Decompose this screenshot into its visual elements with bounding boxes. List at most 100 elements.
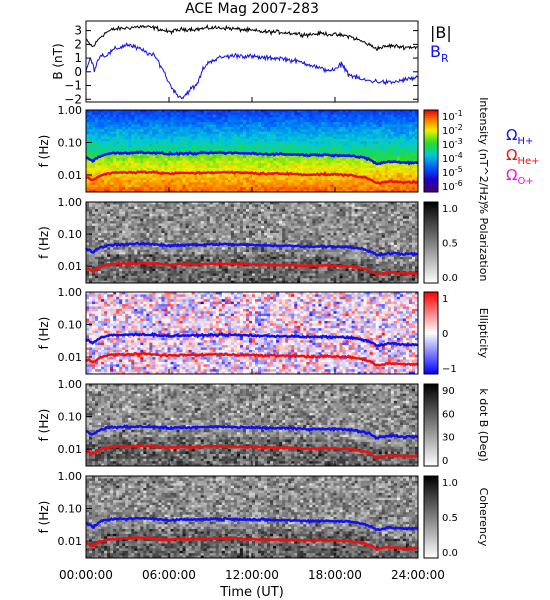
heatmap-cell: [230, 124, 235, 128]
heatmap-cell: [369, 160, 374, 164]
heatmap-cell: [282, 117, 286, 121]
heatmap-cell: [125, 184, 129, 188]
heatmap-cell: [86, 228, 90, 231]
heatmap-cell: [270, 184, 274, 188]
heatmap-cell: [98, 151, 102, 154]
heatmap-cell: [182, 187, 186, 190]
heatmap-cell: [137, 138, 141, 142]
heatmap-cell: [182, 278, 186, 282]
heatmap-cell: [155, 204, 159, 208]
heatmap-cell: [218, 189, 223, 193]
heatmap-cell: [345, 112, 349, 116]
heatmap-cell: [324, 126, 328, 130]
heatmap-cell: [261, 138, 265, 142]
heatmap-cell: [279, 160, 283, 164]
heatmap-cell: [158, 278, 162, 282]
heatmap-cell: [411, 131, 416, 135]
heatmap-cell: [188, 182, 193, 186]
heatmap-cell: [360, 179, 365, 183]
heatmap-cell: [143, 119, 147, 123]
heatmap-cell: [381, 134, 386, 137]
heatmap-cell: [378, 189, 383, 193]
heatmap-cell: [173, 235, 177, 239]
heatmap-cell: [113, 211, 117, 215]
heatmap-cell: [137, 218, 141, 222]
heatmap-cell: [89, 187, 93, 190]
heatmap-cell: [155, 126, 159, 130]
heatmap-cell: [306, 155, 310, 159]
heatmap-cell: [393, 119, 398, 123]
heatmap-cell: [396, 122, 401, 125]
heatmap-cell: [179, 160, 183, 164]
heatmap-cell: [173, 213, 177, 217]
heatmap-cell: [245, 172, 250, 176]
heatmap-cell: [149, 273, 153, 277]
heatmap-cell: [173, 237, 177, 241]
heatmap-cell: [414, 126, 419, 130]
heatmap-cell: [173, 151, 177, 154]
heatmap-cell: [215, 175, 220, 178]
heatmap-cell: [197, 119, 202, 123]
heatmap-cell: [399, 136, 404, 140]
heatmap-cell: [248, 177, 253, 181]
heatmap-cell: [330, 112, 334, 116]
colorbar-tick-label: 10-2: [442, 123, 463, 137]
heatmap-cell: [393, 124, 398, 128]
heatmap-cell: [248, 182, 253, 186]
heatmap-cell: [209, 148, 214, 152]
heatmap-cell: [345, 117, 349, 121]
heatmap-cell: [390, 167, 395, 171]
heatmap-cell: [330, 165, 334, 169]
heatmap-cell: [125, 136, 129, 140]
heatmap-cell: [197, 122, 202, 125]
heatmap-cell: [303, 114, 307, 118]
heatmap-cell: [200, 177, 205, 181]
heatmap-cell: [170, 223, 174, 227]
heatmap-cell: [366, 189, 371, 193]
heatmap-cell: [203, 184, 208, 188]
heatmap-cell: [89, 266, 93, 270]
heatmap-cell: [164, 141, 168, 145]
heatmap-cell: [152, 235, 156, 239]
heatmap-cell: [155, 218, 159, 222]
heatmap-cell: [152, 202, 156, 205]
heatmap-cell: [95, 244, 99, 248]
heatmap-cell: [152, 216, 156, 220]
heatmap-cell: [354, 167, 359, 171]
heatmap-cell: [248, 124, 253, 128]
heatmap-cell: [279, 124, 283, 128]
heatmap-cell: [125, 273, 129, 277]
heatmap-cell: [137, 146, 141, 149]
heatmap-cell: [267, 179, 271, 183]
heatmap-cell: [315, 189, 319, 193]
heatmap-cell: [197, 129, 202, 133]
heatmap-cell: [405, 151, 410, 154]
heatmap-cell: [191, 170, 196, 174]
heatmap-cell: [224, 184, 229, 188]
heatmap-cell: [345, 182, 349, 186]
heatmap-cell: [270, 122, 274, 125]
heatmap-cell: [161, 225, 165, 229]
heatmap-cell: [89, 151, 93, 154]
heatmap-cell: [170, 138, 174, 142]
heatmap-cell: [107, 278, 111, 282]
heatmap-cell: [351, 189, 356, 193]
heatmap-cell: [273, 112, 277, 116]
heatmap-cell: [408, 148, 413, 152]
heatmap-cell: [312, 141, 316, 145]
heatmap-cell: [89, 259, 93, 262]
heatmap-cell: [113, 244, 117, 248]
heatmap-cell: [224, 124, 229, 128]
heatmap-cell: [239, 117, 244, 121]
heatmap-cell: [131, 206, 135, 210]
heatmap-cell: [390, 110, 395, 113]
heatmap-cell: [89, 138, 93, 142]
heatmap-cell: [89, 202, 93, 205]
heatmap-cell: [221, 110, 226, 113]
heatmap-cell: [152, 240, 156, 243]
heatmap-cell: [267, 138, 271, 142]
heatmap-cell: [176, 213, 180, 217]
heatmap-cell: [354, 129, 359, 133]
heatmap-cell: [248, 170, 253, 174]
heatmap-cell: [245, 143, 250, 147]
